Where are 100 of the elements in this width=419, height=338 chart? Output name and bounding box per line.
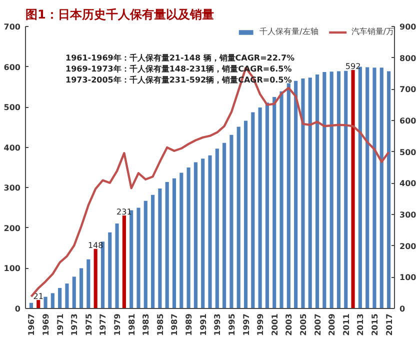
bar (58, 288, 62, 308)
bar (44, 296, 48, 308)
x-tick-label: 2001 (270, 313, 280, 336)
x-tick-label: 1977 (98, 314, 108, 336)
x-tick-label: 1971 (56, 313, 65, 336)
x-tick-label: 1969 (42, 313, 51, 336)
y-tick-label: 700 (4, 22, 21, 32)
x-tick-label: 1967 (27, 314, 36, 336)
bar (130, 210, 134, 308)
bar (194, 162, 198, 308)
bar (380, 68, 384, 308)
x-tick-label: 1983 (142, 314, 151, 336)
bar (172, 178, 176, 308)
bar (308, 78, 312, 308)
bar (165, 182, 169, 308)
x-tick-label: 1973 (70, 314, 80, 336)
data-label: 231 (116, 207, 132, 216)
x-tick-label: 1979 (113, 313, 122, 336)
y-tick-label: 100 (4, 264, 21, 274)
bar (144, 200, 148, 308)
y2-tick-label: 0 (400, 304, 406, 314)
y-tick-label: 200 (4, 224, 21, 233)
bar (344, 70, 348, 308)
y2-tick-label: 600 (400, 116, 417, 126)
bar (236, 126, 240, 308)
bar (386, 71, 391, 308)
bar (122, 215, 126, 308)
x-tick-label: 1995 (227, 313, 236, 336)
y2-tick-label: 500 (400, 148, 417, 157)
y-tick-label: 300 (4, 184, 21, 193)
bar (258, 107, 262, 308)
x-tick-label: 2009 (328, 313, 337, 336)
bar (301, 78, 305, 308)
bar (286, 83, 290, 308)
bar (94, 248, 98, 308)
bar (322, 72, 326, 308)
y-tick-label: 400 (4, 143, 21, 152)
bar (50, 293, 54, 308)
x-tick-label: 2011 (342, 313, 351, 336)
y2-tick-label: 800 (400, 54, 417, 63)
annotation: 1961-1969年：千人保有量21-148 辆，销量CAGR=22.7% (66, 54, 295, 62)
data-label: 592 (345, 62, 361, 72)
y2-tick-label: 900 (400, 22, 417, 32)
x-tick-label: 2007 (313, 314, 322, 336)
x-tick-label: 1975 (84, 313, 94, 336)
bar (230, 134, 234, 308)
y-tick-label: 600 (4, 62, 21, 72)
bar (215, 148, 219, 308)
bar (186, 168, 190, 308)
bar (86, 259, 90, 308)
y2-tick-label: 100 (400, 273, 417, 282)
bar (72, 276, 76, 308)
bar (330, 72, 334, 308)
x-tick-label: 1987 (170, 314, 180, 336)
bar (244, 120, 248, 308)
bar (65, 284, 69, 308)
bar (272, 97, 276, 308)
x-tick-label: 1997 (242, 314, 251, 336)
bar (336, 71, 341, 308)
data-label: 21 (33, 292, 44, 302)
x-tick-label: 1989 (184, 313, 194, 336)
bar (180, 172, 184, 308)
x-tick-label: 1985 (156, 313, 165, 336)
bar (358, 66, 362, 308)
bar (151, 194, 155, 308)
bar (108, 232, 112, 308)
x-tick-label: 1981 (127, 313, 136, 336)
y2-tick-label: 700 (400, 85, 417, 94)
bar (115, 223, 119, 308)
bar (222, 142, 226, 308)
bar (158, 188, 162, 308)
x-tick-label: 2005 (298, 313, 308, 336)
legend-label: 千人保有量/左轴 (260, 26, 318, 37)
y-tick-label: 0 (14, 304, 21, 314)
x-tick-label: 2015 (370, 313, 380, 336)
bar (372, 68, 376, 308)
y2-tick-label: 300 (400, 210, 417, 220)
bar (294, 80, 298, 308)
y2-tick-label: 400 (400, 179, 417, 188)
chart-title: 图1：日本历史千人保有量以及销量 (26, 8, 214, 22)
bar (280, 91, 284, 308)
x-tick-label: 1991 (198, 313, 208, 336)
bar (136, 208, 140, 308)
x-tick-label: 1993 (213, 314, 222, 336)
x-tick-label: 2003 (284, 314, 294, 336)
bar (208, 155, 212, 308)
x-tick-label: 2013 (356, 314, 366, 336)
bar (201, 158, 205, 308)
x-tick-label: 2017 (384, 314, 394, 336)
bar (265, 102, 269, 308)
y-tick-label: 500 (4, 103, 21, 112)
y2-tick-label: 200 (400, 242, 417, 251)
bar (351, 70, 355, 308)
bar (79, 268, 84, 308)
bar (366, 67, 370, 308)
legend-label: 汽车销量/万 (351, 26, 394, 37)
bar (36, 300, 40, 308)
bar (251, 112, 255, 308)
x-tick-label: 1999 (256, 313, 266, 336)
bar (315, 74, 320, 308)
